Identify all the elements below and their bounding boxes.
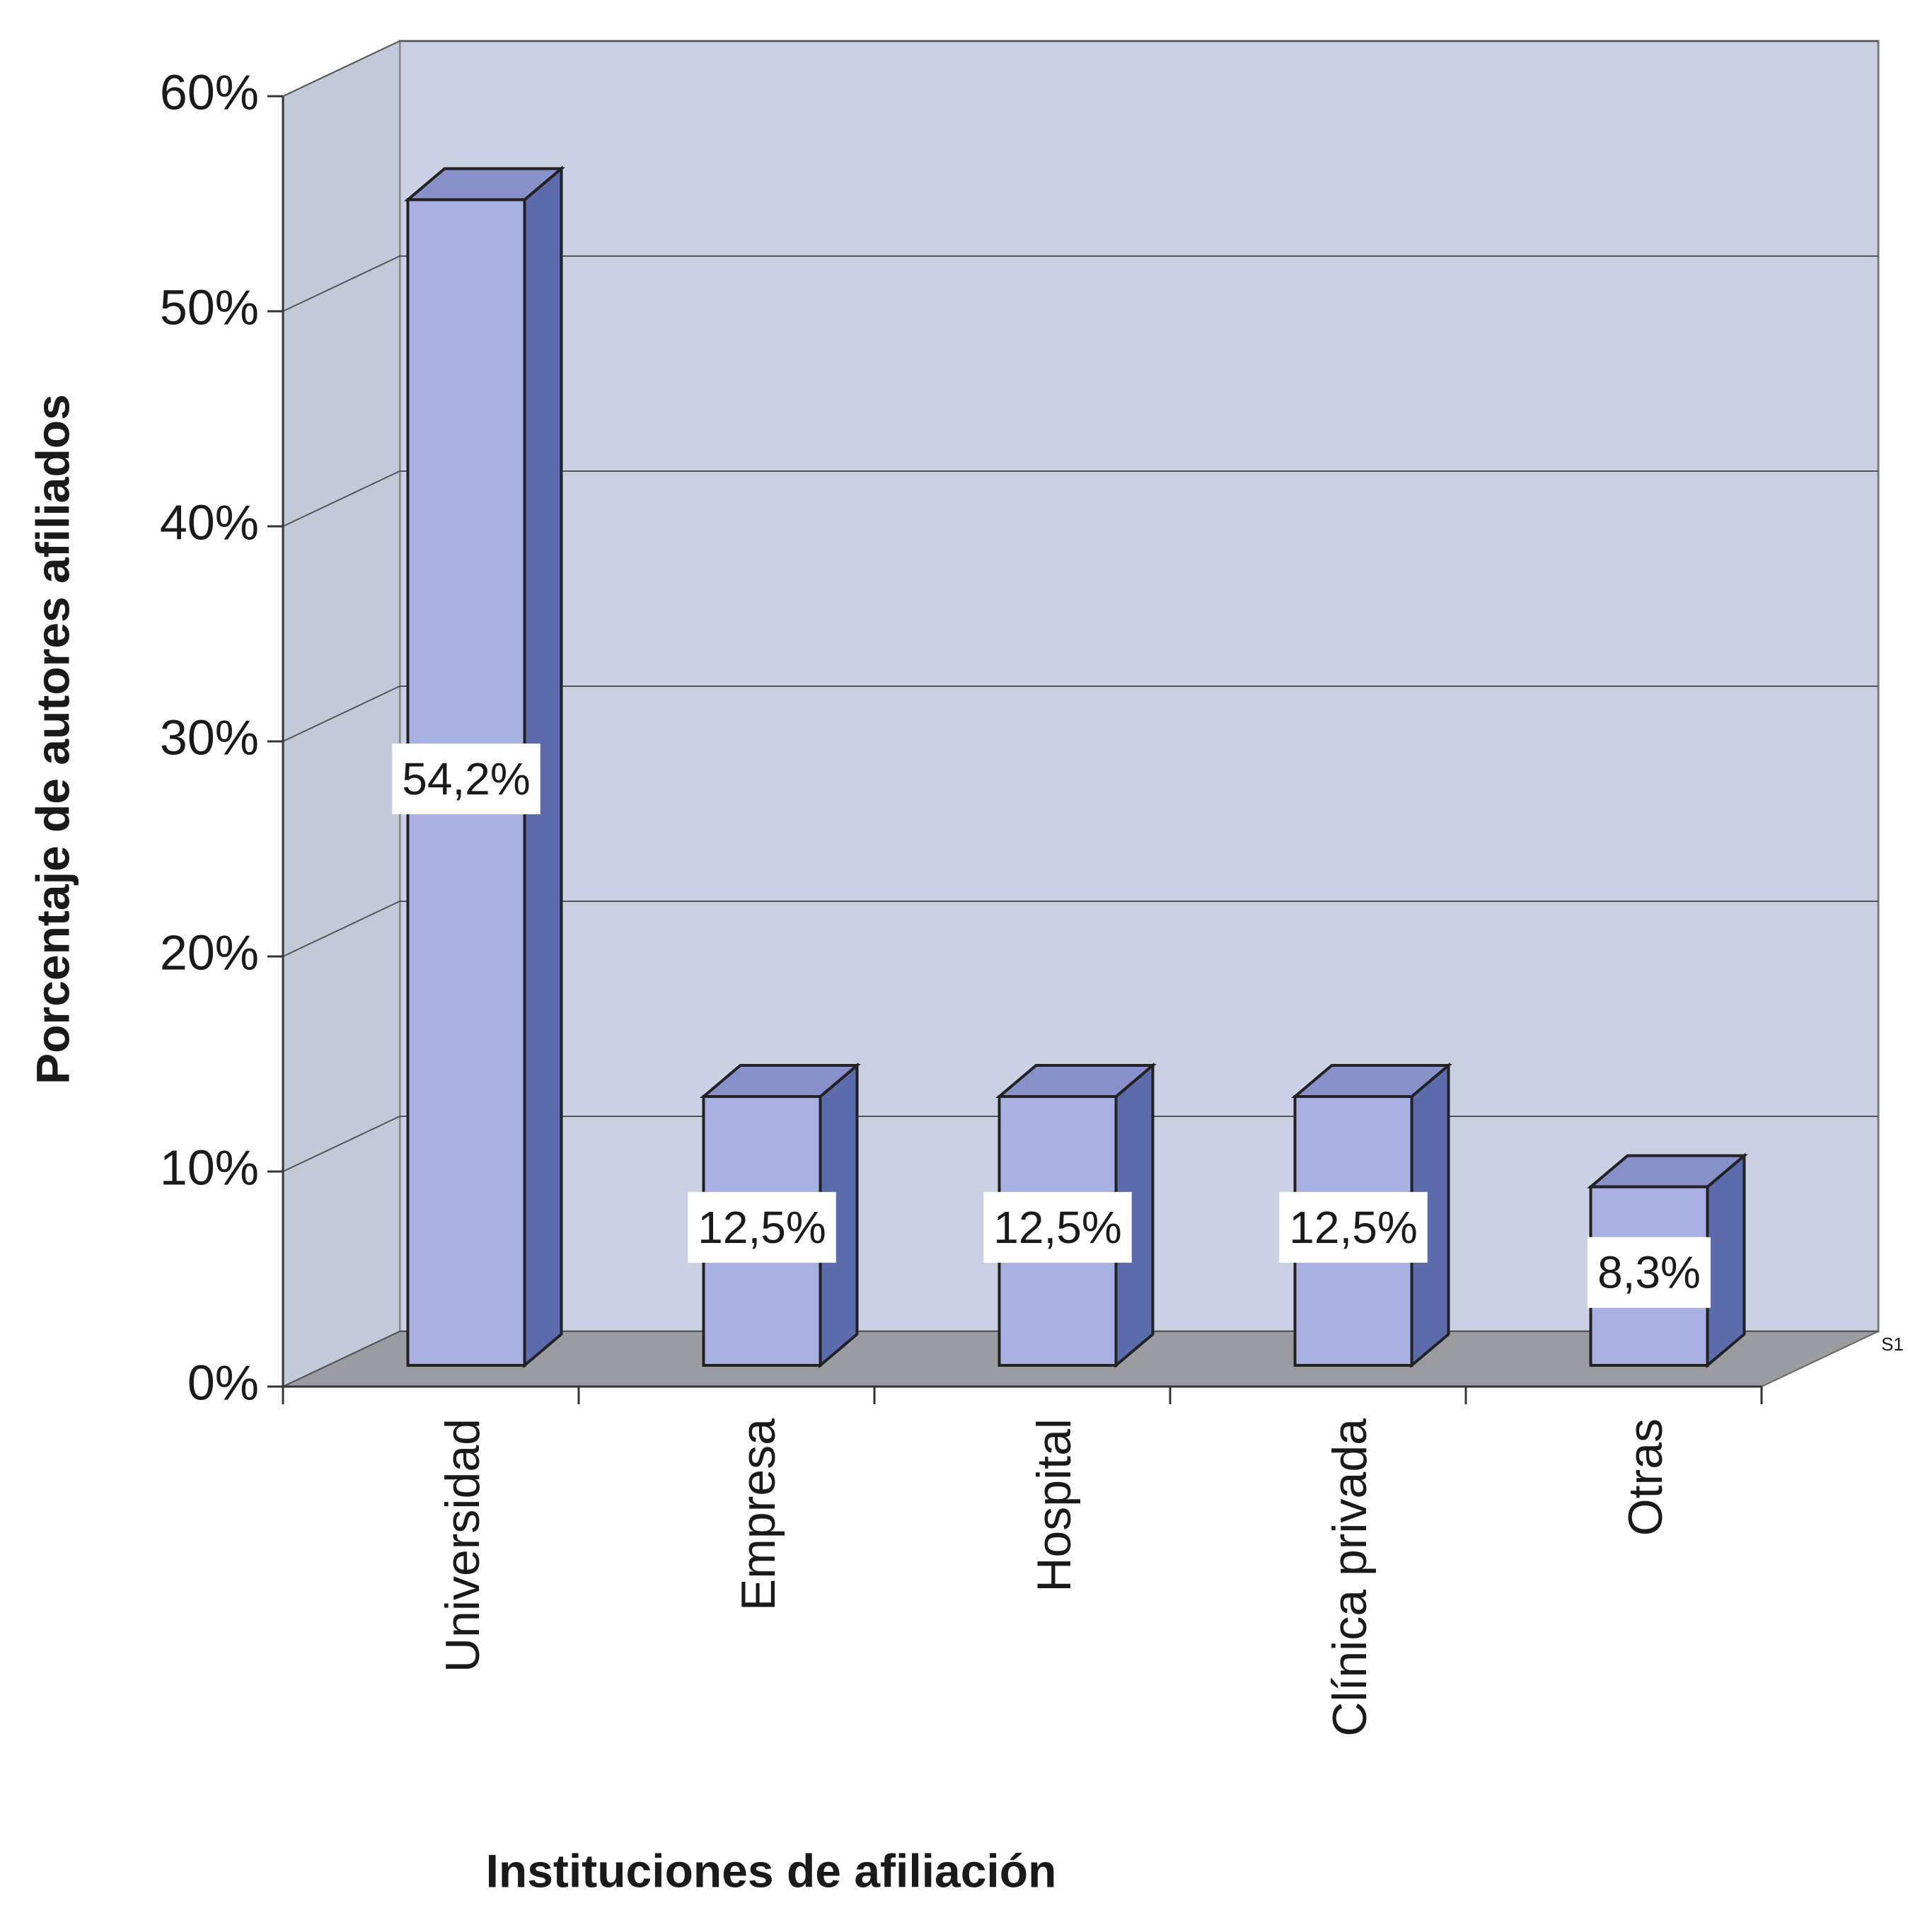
- value-label: 12,5%: [993, 1202, 1121, 1253]
- bar-group: 8,3%: [1587, 1152, 1748, 1369]
- bar-side: [1706, 1152, 1746, 1369]
- x-tick-label: Clínica privada: [1323, 1418, 1377, 1737]
- x-tick-label: Otras: [1619, 1418, 1672, 1536]
- grid-line: [282, 901, 1878, 957]
- y-tick-label: 40%: [160, 494, 259, 550]
- series-label: S1: [1881, 1334, 1904, 1355]
- value-label-bg: [1588, 1237, 1711, 1308]
- value-label: 12,5%: [698, 1202, 826, 1253]
- y-tick-label: 50%: [160, 279, 259, 335]
- bar-group: 12,5%: [688, 1062, 861, 1369]
- y-tick-label: 0%: [187, 1355, 259, 1410]
- bar-group: 12,5%: [983, 1062, 1157, 1369]
- x-tick-label: Universidad: [436, 1418, 490, 1672]
- y-tick-label: 60%: [160, 64, 259, 120]
- value-label: 12,5%: [1289, 1202, 1417, 1253]
- grid-line: [282, 686, 1878, 742]
- x-tick-label: Empresa: [732, 1418, 785, 1611]
- y-tick-label: 20%: [160, 925, 259, 980]
- x-tick-label: Hospital: [1027, 1418, 1081, 1592]
- y-axis-title: Porcentaje de autores afiliados: [26, 394, 79, 1084]
- y-tick-label: 10%: [160, 1140, 259, 1195]
- value-label-bg: [392, 744, 540, 815]
- y-tick-label: 30%: [160, 710, 259, 765]
- value-label-bg: [1279, 1191, 1428, 1263]
- grid-line: [282, 40, 1878, 97]
- grid-line: [282, 255, 1878, 312]
- grid-line: [282, 470, 1878, 527]
- value-label: 54,2%: [402, 753, 530, 804]
- value-label: 8,3%: [1597, 1247, 1701, 1298]
- x-axis-title: Instituciones de afiliación: [486, 1844, 1057, 1897]
- bar-group: 54,2%: [392, 166, 565, 1369]
- value-label-bg: [983, 1191, 1132, 1263]
- value-label-bg: [688, 1191, 836, 1263]
- bar-group: 12,5%: [1279, 1062, 1452, 1369]
